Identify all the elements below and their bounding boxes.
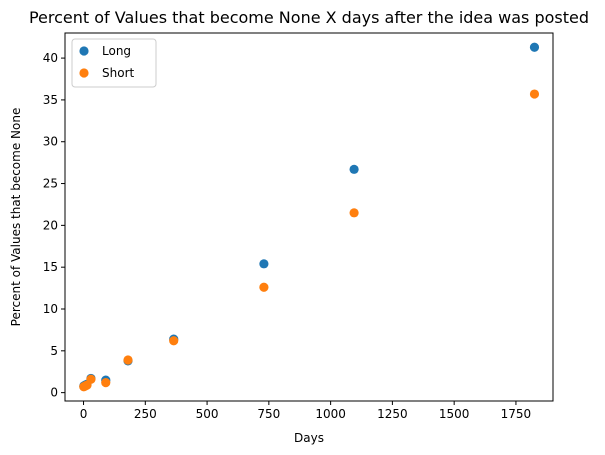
data-point-short	[101, 378, 111, 388]
x-tick-label: 0	[80, 407, 88, 421]
x-tick-label: 1000	[315, 407, 346, 421]
y-axis: 0 5 10 15 20 25 30 35 40	[43, 51, 65, 400]
legend: Long Short	[71, 38, 157, 88]
y-tick-label: 0	[50, 386, 58, 400]
x-tick-label: 1750	[501, 407, 532, 421]
legend-marker-long	[79, 46, 89, 56]
y-tick-label: 35	[43, 93, 58, 107]
series-short	[79, 89, 540, 392]
data-point-long	[259, 259, 269, 269]
x-tick-label: 1500	[439, 407, 470, 421]
x-axis: 0 250 500 750 1000 1250 1500 1750	[80, 401, 531, 421]
series-long	[79, 42, 540, 391]
y-tick-label: 15	[43, 260, 58, 274]
legend-label-short: Short	[102, 66, 134, 80]
legend-marker-short	[79, 68, 89, 78]
x-axis-label: Days	[294, 431, 324, 445]
x-tick-label: 250	[134, 407, 157, 421]
data-point-short	[529, 89, 540, 99]
y-tick-label: 20	[43, 218, 58, 232]
data-point-short	[86, 374, 96, 384]
data-points	[79, 42, 540, 392]
y-tick-label: 40	[43, 51, 58, 65]
data-point-long	[529, 42, 540, 52]
legend-box	[71, 38, 157, 88]
y-tick-label: 25	[43, 177, 58, 191]
x-tick-label: 1250	[377, 407, 408, 421]
data-point-long	[349, 164, 359, 174]
x-tick-label: 500	[196, 407, 219, 421]
y-axis-label: Percent of Values that become None	[9, 108, 23, 327]
legend-label-long: Long	[102, 44, 131, 58]
y-tick-label: 10	[43, 302, 58, 316]
plot-frame	[64, 32, 554, 402]
chart-title: Percent of Values that become None X day…	[29, 8, 589, 27]
x-tick-label: 750	[257, 407, 280, 421]
y-tick-label: 30	[43, 135, 58, 149]
data-point-short	[123, 355, 133, 365]
data-point-short	[349, 208, 359, 218]
y-tick-label: 5	[50, 344, 58, 358]
data-point-short	[169, 336, 179, 346]
data-point-short	[259, 282, 269, 292]
